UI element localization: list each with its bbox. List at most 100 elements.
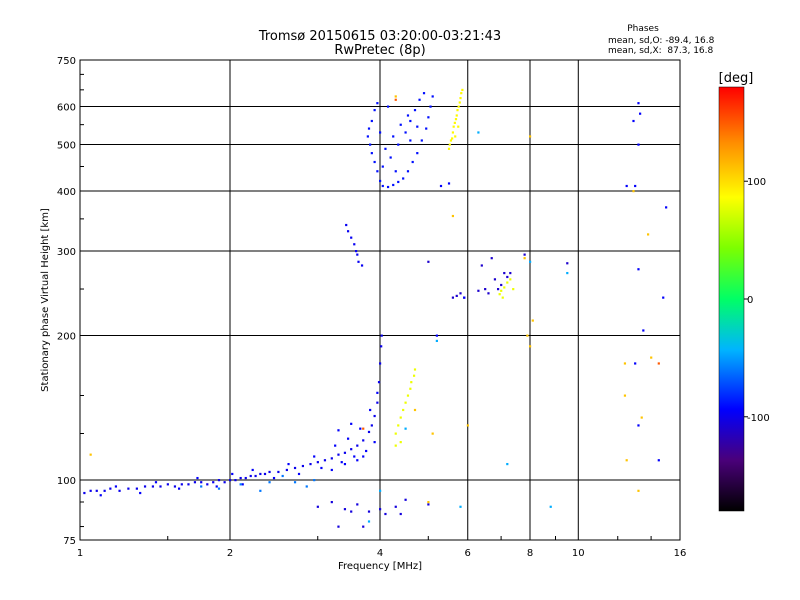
y-tick-label: 100 [57, 476, 76, 487]
y-tick-label: 600 [57, 103, 76, 114]
data-point [89, 453, 92, 456]
data-point [529, 345, 532, 348]
data-point [637, 424, 640, 427]
data-point [376, 102, 379, 105]
colorbar-tick-label: 100 [747, 177, 766, 188]
data-point [249, 474, 252, 478]
x-tick-label: 1 [77, 548, 83, 559]
data-point [151, 485, 155, 488]
data-point [217, 487, 221, 490]
data-point [451, 137, 454, 140]
data-point [217, 479, 221, 482]
y-axis: 75 100 200 300 400 500 600 750 [57, 56, 84, 547]
data-point [369, 143, 372, 146]
data-point [350, 510, 353, 513]
data-point [350, 236, 353, 239]
data-point [367, 510, 371, 513]
colorbar-gradient [718, 86, 745, 512]
data-point [549, 505, 552, 508]
data-point [95, 489, 98, 492]
data-point [459, 292, 462, 295]
data-point [459, 505, 462, 508]
data-point [301, 464, 305, 468]
data-point [118, 489, 121, 492]
data-point [379, 489, 382, 492]
data-point [386, 105, 390, 108]
data-point [646, 233, 650, 236]
data-point [373, 160, 376, 164]
data-point [370, 424, 373, 427]
data-point [460, 92, 463, 95]
data-point [379, 362, 382, 365]
data-point [454, 135, 457, 138]
data-point [394, 432, 397, 435]
data-point [397, 424, 400, 427]
data-point [422, 92, 426, 95]
data-point [293, 481, 297, 484]
data-point [380, 334, 383, 337]
data-point [334, 444, 337, 447]
data-point [297, 472, 301, 476]
chart-subtitle: RwPretec (8p) [334, 43, 425, 58]
data-points [83, 88, 668, 528]
data-point [305, 485, 308, 488]
data-point [402, 177, 405, 180]
data-point [509, 278, 512, 281]
data-point [406, 394, 410, 397]
data-point [367, 430, 371, 434]
data-point [404, 498, 407, 501]
data-point [506, 462, 509, 466]
colorbar-tick-label: -100 [747, 413, 770, 424]
y-tick-label: 75 [63, 536, 76, 547]
data-point [196, 476, 199, 480]
data-point [239, 483, 242, 486]
data-point [404, 427, 407, 430]
data-point [337, 429, 340, 432]
data-point [223, 481, 226, 484]
data-point [362, 439, 365, 442]
data-point [380, 345, 383, 348]
data-point [500, 283, 503, 287]
data-point [337, 525, 340, 528]
data-point [362, 525, 365, 528]
data-point [623, 362, 627, 365]
data-point [234, 479, 237, 482]
data-point [394, 505, 397, 508]
data-point [399, 512, 402, 516]
data-point [394, 170, 397, 173]
data-point [634, 184, 637, 188]
data-point [427, 116, 430, 119]
data-point [566, 262, 569, 265]
data-point [362, 427, 365, 430]
data-point [367, 520, 371, 523]
data-point [376, 391, 379, 394]
data-point [357, 260, 360, 263]
phase-colorbar: [deg] 100 0 -100 [718, 71, 770, 512]
data-point [637, 489, 640, 492]
data-point [268, 481, 271, 484]
data-point [447, 182, 451, 185]
x-tick-label: 6 [465, 548, 471, 559]
data-point [241, 483, 244, 486]
data-point [566, 271, 569, 275]
x-tick-label: 16 [674, 548, 687, 559]
data-point [200, 481, 203, 484]
data-point [259, 489, 262, 492]
data-point [498, 293, 501, 296]
data-point [404, 131, 407, 134]
data-point [365, 449, 368, 453]
data-point [427, 503, 430, 506]
data-point [360, 264, 364, 267]
data-point [212, 481, 215, 484]
y-tick-label: 500 [57, 141, 76, 152]
data-point [650, 356, 653, 359]
data-point [453, 121, 456, 124]
data-point [379, 508, 382, 511]
data-point [369, 408, 372, 412]
data-point [180, 483, 183, 486]
data-point [330, 468, 333, 472]
data-point [313, 479, 316, 482]
data-point [451, 296, 455, 299]
data-point [166, 483, 169, 486]
data-point [413, 109, 417, 112]
